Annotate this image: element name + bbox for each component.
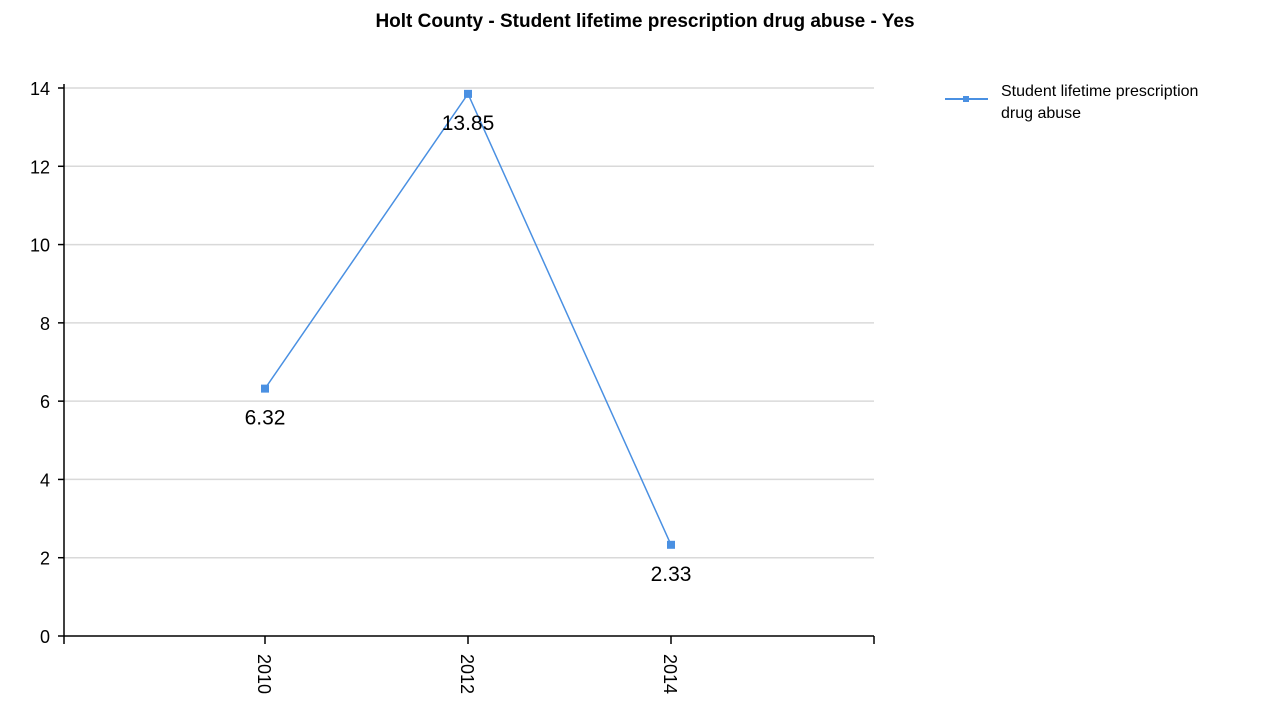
y-tick-label-0: 0 (40, 627, 50, 647)
chart-title: Holt County - Student lifetime prescript… (375, 11, 914, 32)
y-tick-label-8: 8 (40, 314, 50, 334)
y-tick-label-2: 2 (40, 549, 50, 569)
data-point-2012 (464, 89, 472, 98)
x-tick-label-2014: 2014 (660, 654, 680, 694)
data-point-2014 (667, 540, 675, 549)
y-tick-label-6: 6 (40, 392, 50, 412)
data-point-2010 (261, 384, 269, 393)
x-axis-ticks: 2010 2012 2014 (63, 636, 875, 694)
y-tick-label-12: 12 (30, 157, 50, 177)
x-tick-label-2010: 2010 (254, 654, 274, 694)
y-tick-label-4: 4 (40, 470, 50, 490)
data-label-2010: 6.32 (245, 407, 286, 430)
legend-label-line-2: drug abuse (1001, 105, 1081, 122)
legend: Student lifetime prescription drug abuse (945, 83, 1198, 122)
data-label-2014: 2.33 (651, 563, 692, 586)
y-tick-label-10: 10 (30, 236, 50, 256)
legend-label-line-1: Student lifetime prescription (1001, 83, 1198, 100)
x-tick-label-2012: 2012 (457, 654, 477, 694)
series-layer: 6.32 13.85 2.33 (245, 89, 692, 586)
data-label-2012: 13.85 (442, 112, 495, 135)
gridlines (64, 87, 874, 559)
legend-marker-swatch (963, 96, 969, 102)
y-axis-ticks: 0 2 4 6 8 10 12 14 (30, 79, 64, 647)
y-tick-label-14: 14 (30, 79, 50, 99)
series-line (264, 92, 672, 546)
axes (63, 84, 874, 637)
